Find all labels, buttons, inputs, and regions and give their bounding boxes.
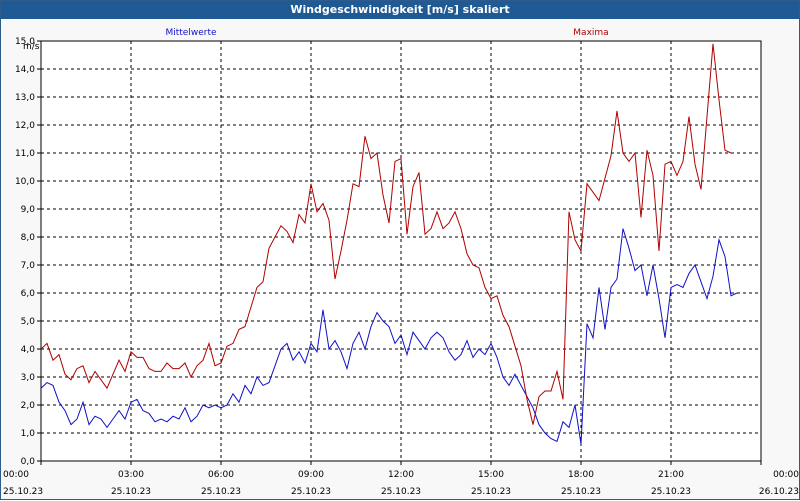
y-tick-label: 0,0 xyxy=(21,457,36,467)
x-tick-time-label: 15:00 xyxy=(478,470,504,480)
y-tick-label: 8,0 xyxy=(21,233,36,243)
x-tick-date-label: 25.10.23 xyxy=(561,487,601,497)
x-tick-time-label: 09:00 xyxy=(298,470,324,480)
chart-title: Windgeschwindigkeit [m/s] skaliert xyxy=(1,1,799,19)
y-tick-label: 6,0 xyxy=(21,289,36,299)
axes-layer: 0,0 1,0 2,0 3,0 4,0 5,0 6,0 7,0 8,0 9,0 10,0 11,0 12… xyxy=(3,37,799,497)
grid-layer xyxy=(40,40,762,462)
x-tick-time-label: 12:00 xyxy=(388,470,414,480)
x-tick-date-label: 25.10.23 xyxy=(651,487,691,497)
x-tick-time-label: 06:00 xyxy=(208,470,234,480)
x-tick-date-label: 25.10.23 xyxy=(111,487,151,497)
y-tick-label: 3,0 xyxy=(21,373,36,383)
y-tick-label: 4,0 xyxy=(21,345,36,355)
y-tick-label: 1,0 xyxy=(21,429,36,439)
y-tick-label: 13,0 xyxy=(15,93,35,103)
series-line-maxima xyxy=(40,43,732,425)
x-tick-date-label: 25.10.23 xyxy=(201,487,241,497)
y-tick-label: 7,0 xyxy=(21,261,36,271)
x-tick-time-label: 03:00 xyxy=(118,470,144,480)
x-tick-date-label: 25.10.23 xyxy=(381,487,421,497)
x-tick-date-label: 26.10.23 xyxy=(759,487,799,497)
y-tick-label: 14,0 xyxy=(15,65,35,75)
y-tick-label: 11,0 xyxy=(15,149,35,159)
y-tick-label: 9,0 xyxy=(21,205,36,215)
y-axis-unit-label: m/s xyxy=(23,42,40,52)
x-tick-date-label: 25.10.23 xyxy=(3,487,43,497)
y-tick-label: 10,0 xyxy=(15,177,35,187)
x-tick-time-label: 00:00 xyxy=(3,470,29,480)
series-line-mittelwerte xyxy=(40,228,738,445)
y-tick-label: 2,0 xyxy=(21,401,36,411)
legend-mittelwerte: Mittelwerte xyxy=(165,28,216,38)
x-tick-time-label: 21:00 xyxy=(658,470,684,480)
y-tick-label: 5,0 xyxy=(21,317,36,327)
y-tick-label: 12,0 xyxy=(15,121,35,131)
x-tick-date-label: 25.10.23 xyxy=(291,487,331,497)
x-tick-date-label: 25.10.23 xyxy=(471,487,511,497)
x-tick-time-label: 18:00 xyxy=(568,470,594,480)
y-tick-label: 15,0 xyxy=(15,37,35,47)
legend-maxima: Maxima xyxy=(573,28,608,38)
x-tick-time-label: 00:00 xyxy=(773,470,799,480)
series-layer xyxy=(40,43,738,445)
